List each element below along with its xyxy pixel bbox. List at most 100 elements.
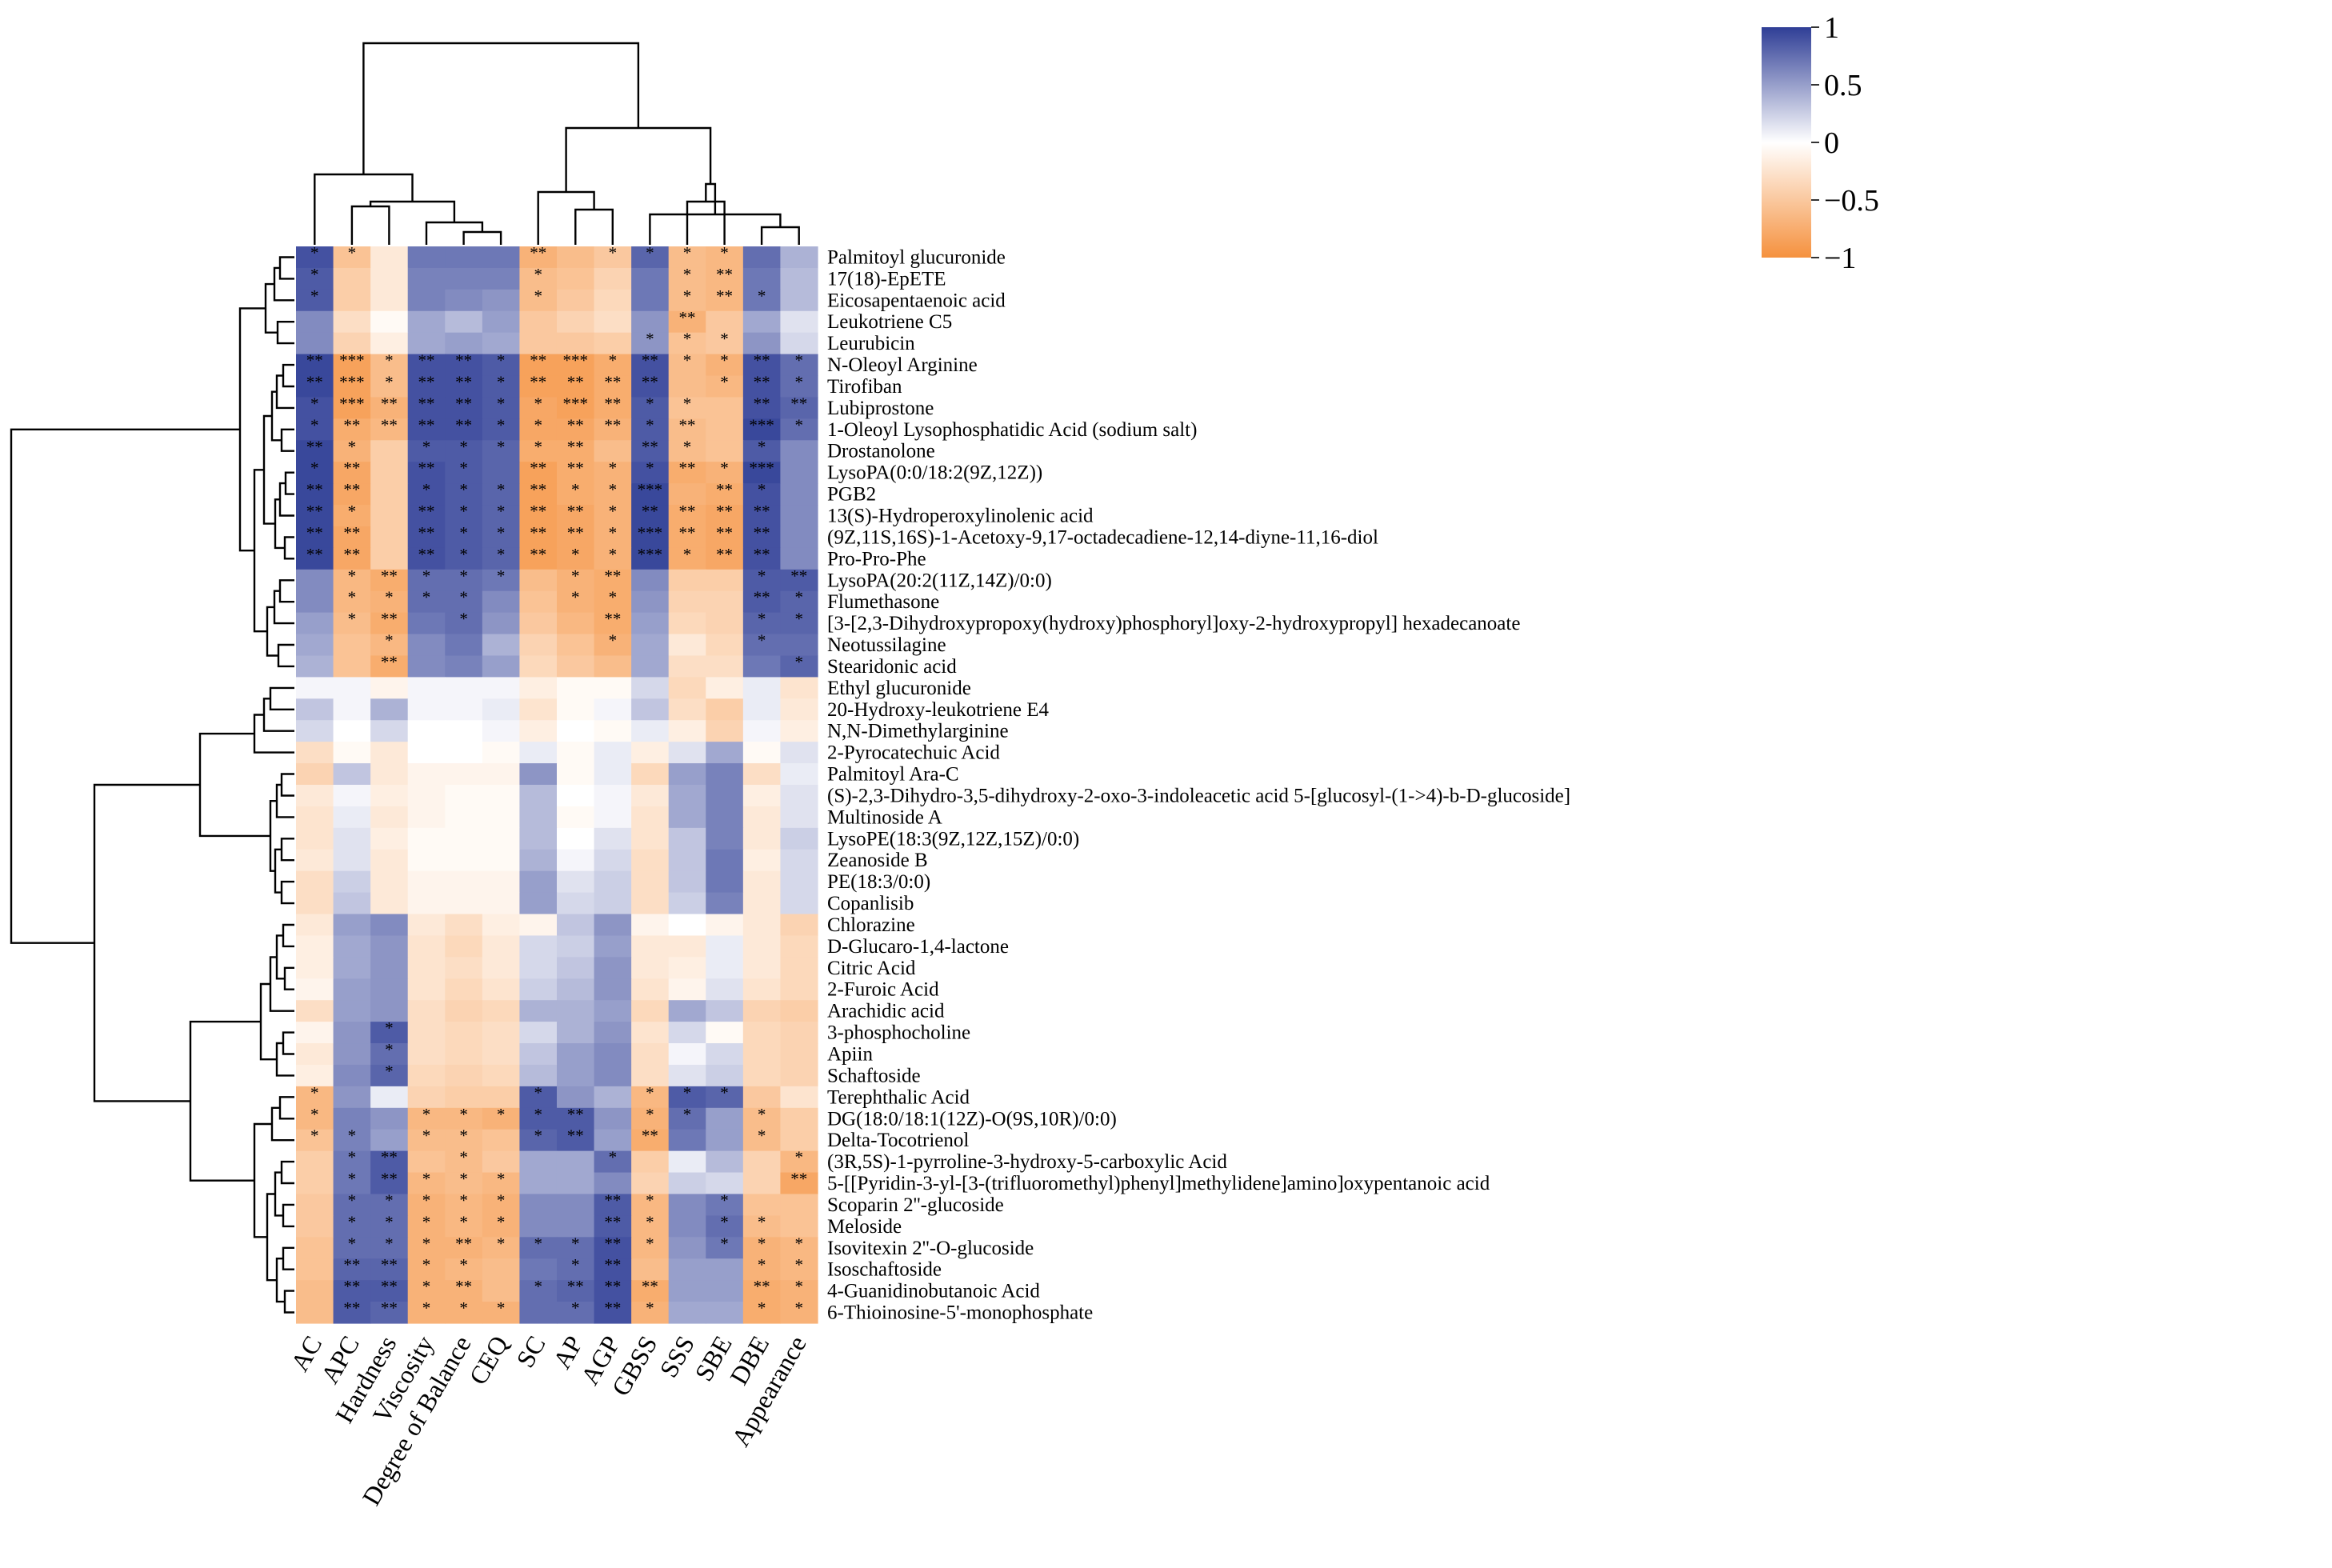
heatmap-cell <box>631 612 670 635</box>
row-label: Multinoside A <box>827 806 942 828</box>
heatmap-cell <box>296 978 334 1001</box>
heatmap-cell <box>594 612 632 635</box>
significance-mark: ** <box>567 523 584 542</box>
significance-mark: * <box>497 415 506 434</box>
significance-mark: * <box>794 652 803 671</box>
legend-tick-label: 0 <box>1824 126 1839 160</box>
heatmap-cell <box>407 505 446 527</box>
heatmap-cell <box>780 354 818 377</box>
heatmap-cell <box>407 827 446 850</box>
row-dendrogram-branch <box>283 1290 294 1314</box>
heatmap-cell <box>407 892 446 915</box>
heatmap-cell <box>594 310 632 334</box>
heatmap-cell <box>556 698 595 721</box>
heatmap-cell <box>445 375 483 398</box>
column-dendrogram <box>314 42 800 245</box>
heatmap-cell <box>296 1194 334 1216</box>
heatmap-cell <box>631 806 670 829</box>
heatmap-cell <box>631 1022 670 1044</box>
heatmap-cell <box>780 1237 818 1259</box>
significance-mark: ** <box>716 523 733 542</box>
heatmap-cell <box>445 590 483 614</box>
significance-mark: * <box>310 415 319 434</box>
heatmap-cell <box>556 785 595 807</box>
heatmap-cell <box>668 763 706 786</box>
heatmap-cell <box>296 677 334 699</box>
significance-mark: * <box>720 373 729 392</box>
row-label: Tirofiban <box>827 376 902 398</box>
heatmap-cell <box>407 1129 446 1152</box>
heatmap-cell <box>706 332 744 355</box>
heatmap-cell <box>482 914 521 937</box>
row-label: LysoPA(0:0/18:2(9Z,12Z)) <box>827 462 1042 484</box>
column-dendrogram-branch <box>574 208 614 245</box>
row-label: Chlorazine <box>827 914 915 936</box>
heatmap-cell <box>594 289 632 312</box>
significance-mark: * <box>571 588 580 607</box>
significance-mark: * <box>385 1190 394 1210</box>
heatmap-cell <box>742 569 782 592</box>
heatmap-cell <box>519 375 558 398</box>
significance-mark: * <box>683 330 692 349</box>
row-dendrogram-branch <box>280 880 294 905</box>
heatmap-cell <box>706 526 744 549</box>
legend-tick-label: 1 <box>1824 11 1839 45</box>
significance-mark: * <box>385 1018 394 1038</box>
significance-mark: ** <box>306 523 323 542</box>
heatmap-cell <box>370 742 409 764</box>
heatmap-cell <box>631 1000 670 1022</box>
heatmap-cell <box>445 849 483 872</box>
heatmap-cell <box>407 1064 446 1087</box>
heatmap-cell <box>296 1000 334 1022</box>
heatmap-cell <box>706 785 744 807</box>
significance-mark: * <box>459 1170 468 1189</box>
heatmap-cell <box>519 462 558 484</box>
heatmap-cell <box>519 526 558 549</box>
row-dendrogram-branch <box>273 590 294 625</box>
heatmap-cell <box>594 742 632 764</box>
heatmap-cell <box>519 332 558 355</box>
significance-mark: * <box>609 458 618 478</box>
heatmap-cell <box>668 267 706 290</box>
row-label: Leurubicin <box>827 333 915 354</box>
heatmap-cell <box>668 1302 706 1324</box>
significance-mark: * <box>422 1277 431 1296</box>
column-dendrogram-branch <box>760 226 800 245</box>
heatmap-cell <box>594 935 632 958</box>
heatmap-cell <box>482 569 521 592</box>
heatmap-cell <box>333 289 371 312</box>
heatmap-cell <box>556 547 595 570</box>
significance-mark: ** <box>678 308 695 327</box>
heatmap-cell <box>445 332 483 355</box>
heatmap-cell <box>556 1129 595 1152</box>
row-label: Terephthalic Acid <box>827 1086 970 1108</box>
heatmap-cell <box>668 1215 706 1238</box>
heatmap-cell <box>333 1129 371 1152</box>
significance-mark: *** <box>749 458 774 478</box>
row-dendrogram-branch <box>282 923 294 948</box>
heatmap-cell <box>445 1129 483 1152</box>
heatmap-cell <box>296 462 334 484</box>
significance-mark: ** <box>381 1255 398 1274</box>
heatmap-cell <box>780 827 818 850</box>
row-dendrogram-branch <box>93 783 200 1102</box>
heatmap-cell <box>556 1043 595 1066</box>
heatmap-cell <box>407 547 446 570</box>
heatmap-cell <box>594 1215 632 1238</box>
heatmap-cell <box>594 1043 632 1066</box>
significance-mark: ** <box>418 458 435 478</box>
heatmap-cell <box>296 720 334 742</box>
heatmap-cell <box>631 892 670 915</box>
heatmap-cell <box>556 483 595 506</box>
heatmap-cell <box>706 806 744 829</box>
heatmap-cell <box>519 742 558 764</box>
heatmap-cell <box>407 1172 446 1195</box>
heatmap-cell <box>668 720 706 742</box>
heatmap-cell <box>594 1150 632 1174</box>
significance-mark: ** <box>604 1277 621 1296</box>
heatmap-cell <box>370 354 409 377</box>
significance-mark: * <box>646 1298 654 1318</box>
heatmap-cell <box>482 547 521 570</box>
heatmap-cell <box>780 375 818 398</box>
row-dendrogram-branch <box>280 1160 294 1185</box>
